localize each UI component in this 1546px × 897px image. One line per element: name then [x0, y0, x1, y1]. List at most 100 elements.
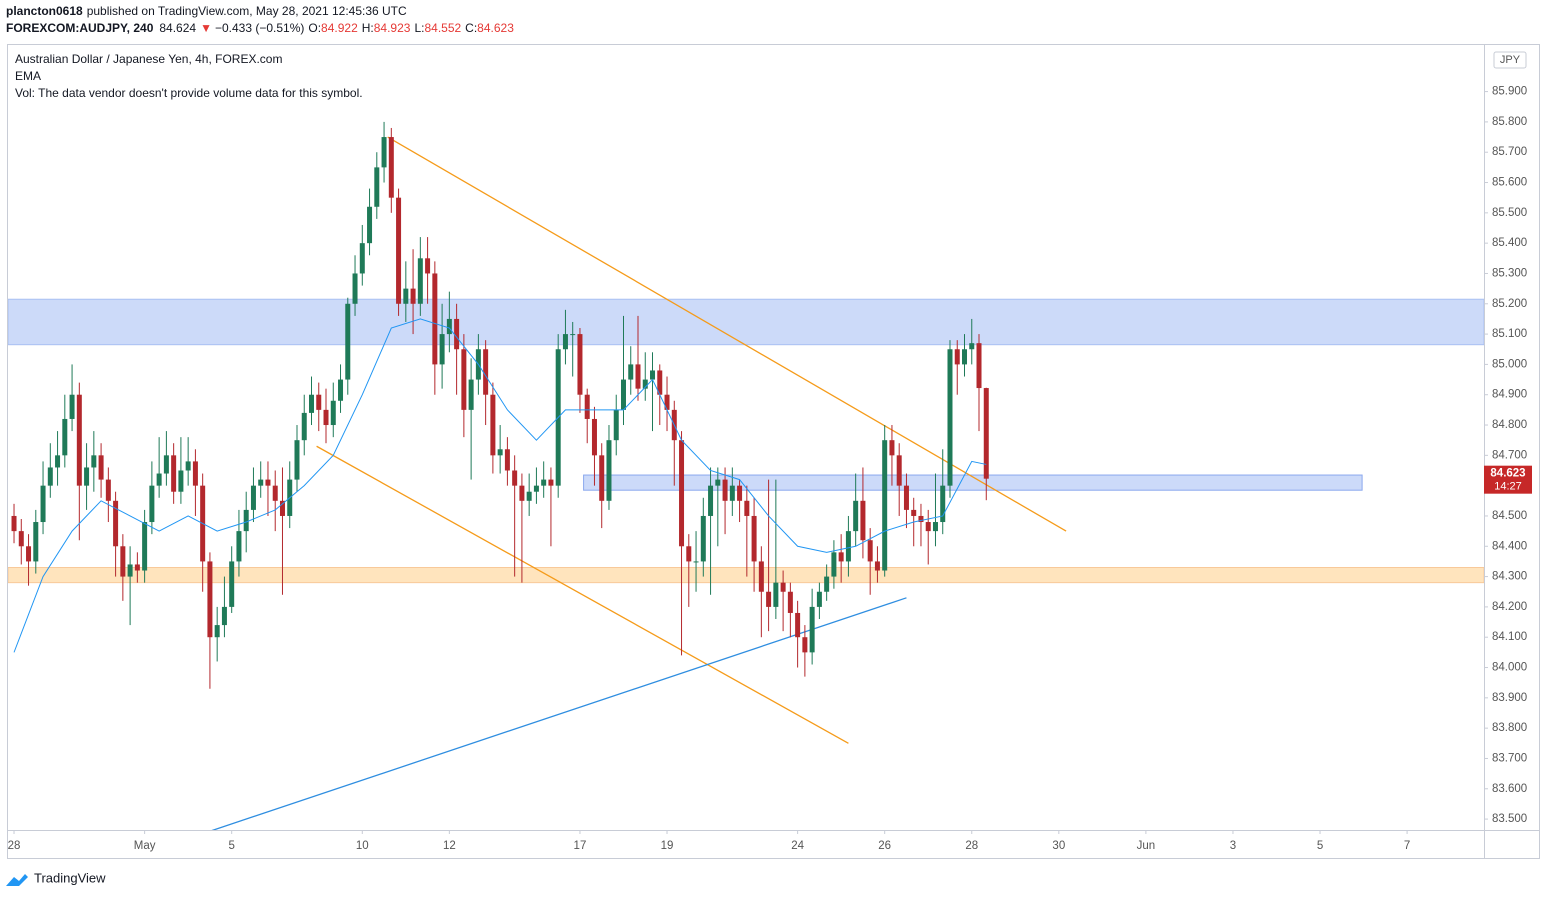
x-tick-label: 5 [228, 840, 234, 852]
candle-body [795, 612, 801, 638]
candle-body [359, 243, 365, 274]
candle-body [722, 479, 728, 501]
x-tick-label: 3 [1230, 840, 1236, 852]
candle-body [650, 370, 656, 380]
candle-body [185, 461, 191, 471]
candle-body [932, 522, 938, 532]
candle-body [940, 485, 946, 523]
candle-body [142, 522, 148, 571]
candle-body [76, 394, 82, 486]
x-tick-label: 12 [443, 840, 456, 852]
candle-body [570, 334, 576, 336]
x-tick-label: 10 [356, 840, 369, 852]
candle-body [62, 418, 68, 456]
y-tick-label: 84.500 [1492, 510, 1527, 522]
candle-body [490, 394, 496, 456]
x-tick-label: 19 [661, 840, 674, 852]
candle-body [824, 576, 830, 592]
ohlc-key: L: [414, 21, 424, 35]
candle-body [425, 258, 431, 274]
candle-body [519, 485, 525, 501]
candle-body [541, 479, 547, 486]
candle-body [664, 394, 670, 410]
y-tick-label: 84.100 [1492, 631, 1527, 643]
change: −0.433 (−0.51%) [215, 21, 304, 35]
x-tick-label: 24 [791, 840, 804, 852]
legend-title: Australian Dollar / Japanese Yen, 4h, FO… [15, 52, 282, 66]
y-tick-label: 84.300 [1492, 571, 1527, 583]
candle-body [127, 564, 133, 577]
candle-body [780, 582, 786, 592]
candle-body [11, 515, 17, 532]
candle-body [483, 349, 489, 395]
candle-body [243, 509, 249, 532]
candle-body [773, 582, 779, 607]
candle-body [178, 470, 184, 492]
candle-body [272, 485, 278, 501]
candle-body [512, 470, 518, 486]
candle-body [403, 288, 409, 304]
chart-frame [7, 44, 1540, 859]
candle-body [316, 394, 322, 410]
currency: JPY [1500, 54, 1521, 66]
x-tick-label: 5 [1317, 840, 1323, 852]
candle-body [439, 334, 445, 365]
zone [8, 566, 1484, 584]
candle-body [874, 561, 880, 571]
ohlc-key: H: [362, 21, 374, 35]
candle-body [693, 561, 699, 563]
candle-body [751, 515, 757, 562]
y-tick-label: 85.500 [1492, 207, 1527, 219]
candle-body [454, 318, 460, 350]
candle-body [802, 637, 808, 653]
countdown: 14:27 [1494, 481, 1522, 493]
candle-body [468, 379, 474, 410]
candle-body [330, 400, 336, 426]
ohlc-value: 84.552 [424, 21, 461, 35]
candle-body [954, 349, 960, 365]
candle-body [221, 606, 227, 626]
x-tick-label: 30 [1052, 840, 1065, 852]
y-tick-label: 85.600 [1492, 177, 1527, 189]
legend-ema: EMA [15, 69, 41, 83]
candle-body [47, 467, 53, 486]
candle-body [925, 522, 931, 532]
candle-body [18, 531, 24, 547]
publish-line: plancton0618 published on TradingView.com… [6, 4, 407, 18]
candle-body [635, 364, 641, 389]
candle-body [903, 485, 909, 510]
y-tick-label: 83.700 [1492, 752, 1527, 764]
candle-body [896, 455, 902, 486]
candle-body [250, 485, 256, 510]
candle-body [744, 500, 750, 516]
candle-body [686, 546, 692, 562]
y-tick-label: 85.800 [1492, 116, 1527, 128]
candle-body [120, 546, 126, 577]
candle-body [867, 540, 873, 562]
candle-body [889, 440, 895, 456]
zone [583, 474, 1363, 491]
x-tick-label: 28 [8, 840, 21, 852]
candle-body [497, 449, 503, 456]
y-tick-label: 84.700 [1492, 449, 1527, 461]
last: 84.624 [159, 21, 196, 35]
y-tick-label: 83.600 [1492, 783, 1527, 795]
price-tag [1484, 465, 1532, 494]
candle-body [352, 273, 358, 304]
arrow: ▼ [200, 21, 212, 35]
ohlc-key: O: [308, 21, 321, 35]
candle-body [642, 379, 648, 389]
candle-body [969, 343, 975, 350]
ema-line [13, 318, 987, 653]
candle-body [504, 449, 510, 471]
y-tick-label: 83.500 [1492, 813, 1527, 825]
brand: TradingView [34, 870, 106, 885]
candle-body [301, 412, 307, 441]
candle-body [149, 485, 155, 523]
y-tick-label: 85.000 [1492, 358, 1527, 370]
y-tick-label: 84.400 [1492, 540, 1527, 552]
candle-body [410, 288, 416, 304]
candle-body [265, 479, 271, 486]
candle-body [809, 606, 815, 653]
candle-body [562, 334, 568, 350]
